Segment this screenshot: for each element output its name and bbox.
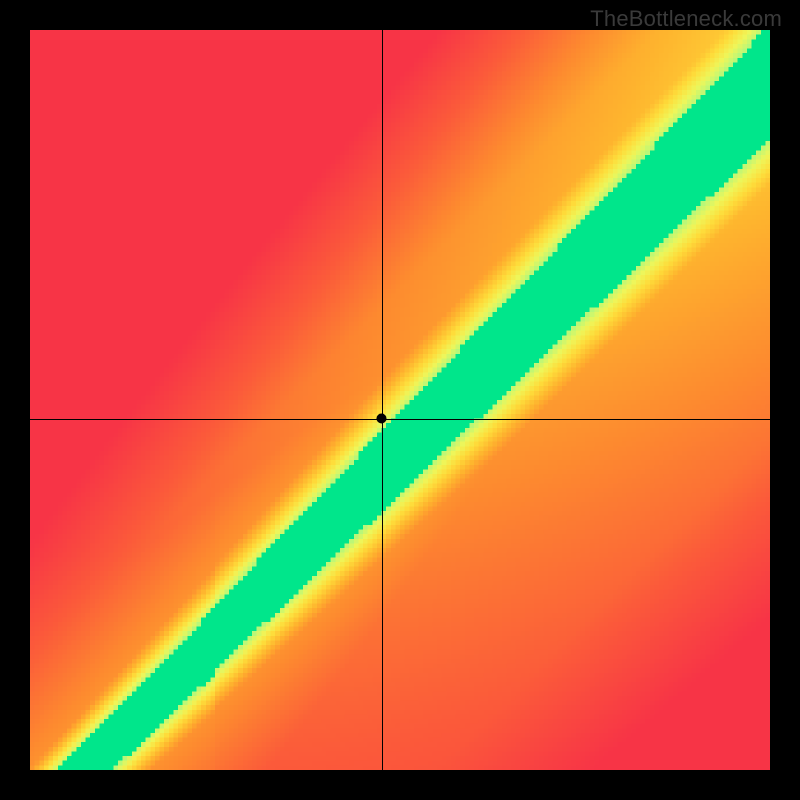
heatmap-plot-area [30, 30, 770, 770]
watermark-text: TheBottleneck.com [590, 6, 782, 32]
